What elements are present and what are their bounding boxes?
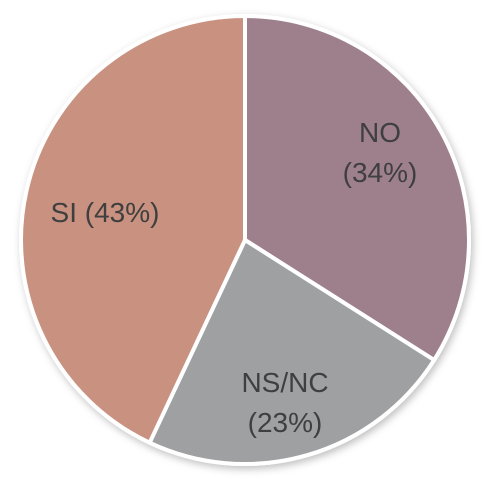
label-si-line1: SI (43%): [51, 197, 160, 228]
pie-slices: [19, 14, 471, 466]
label-no-line1: NO: [359, 117, 401, 148]
label-ns-nc: NS/NC (23%): [241, 367, 328, 438]
slice-si: [19, 14, 247, 445]
pie-labels: NO (34%) NS/NC (23%) SI (43%): [51, 117, 418, 438]
label-no: NO (34%): [343, 117, 418, 188]
label-ns-nc-line2: (23%): [248, 407, 323, 438]
label-ns-nc-line1: NS/NC: [241, 367, 328, 398]
label-no-line2: (34%): [343, 157, 418, 188]
label-si: SI (43%): [51, 197, 160, 228]
